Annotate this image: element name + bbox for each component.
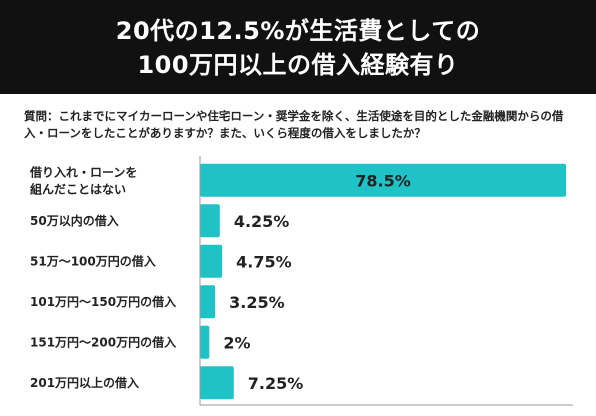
category-label: 151万円〜200万円の借入 xyxy=(30,334,176,349)
x-tick-label: 0% xyxy=(190,414,210,416)
category-label: 50万以内の借入 xyxy=(30,213,119,228)
category-label: 201万円以上の借入 xyxy=(30,375,139,390)
x-tick-label: 80% xyxy=(559,414,588,416)
value-label: 4.75% xyxy=(236,252,292,271)
category-label: 借り入れ・ローンを組んだことはない xyxy=(29,164,137,196)
x-tick-label: 20% xyxy=(279,414,308,416)
category-label: 101万円〜150万円の借入 xyxy=(30,294,176,309)
survey-question: 質問：これまでにマイカーローンや住宅ローン・奨学金を除く、生活使途を目的とした金… xyxy=(24,109,564,140)
value-label: 3.25% xyxy=(229,293,285,312)
title-line-1: 20代の12.5%が生活費としての xyxy=(115,17,481,45)
bar xyxy=(200,244,223,278)
bar xyxy=(200,285,216,319)
value-label: 2% xyxy=(223,333,250,352)
bar xyxy=(200,366,234,400)
bar xyxy=(200,204,220,238)
value-label: 78.5% xyxy=(355,171,411,190)
title-line-2: 100万円以上の借入経験有り xyxy=(137,51,459,79)
value-label: 7.25% xyxy=(248,374,304,393)
value-label: 4.25% xyxy=(234,212,290,231)
category-label: 51万〜100万円の借入 xyxy=(30,253,156,268)
x-tick-label: 40% xyxy=(372,414,401,416)
x-tick-label: 60% xyxy=(465,414,494,416)
title-banner: 20代の12.5%が生活費としての 100万円以上の借入経験有り xyxy=(0,0,596,94)
bar xyxy=(200,325,210,359)
bar xyxy=(200,163,567,197)
